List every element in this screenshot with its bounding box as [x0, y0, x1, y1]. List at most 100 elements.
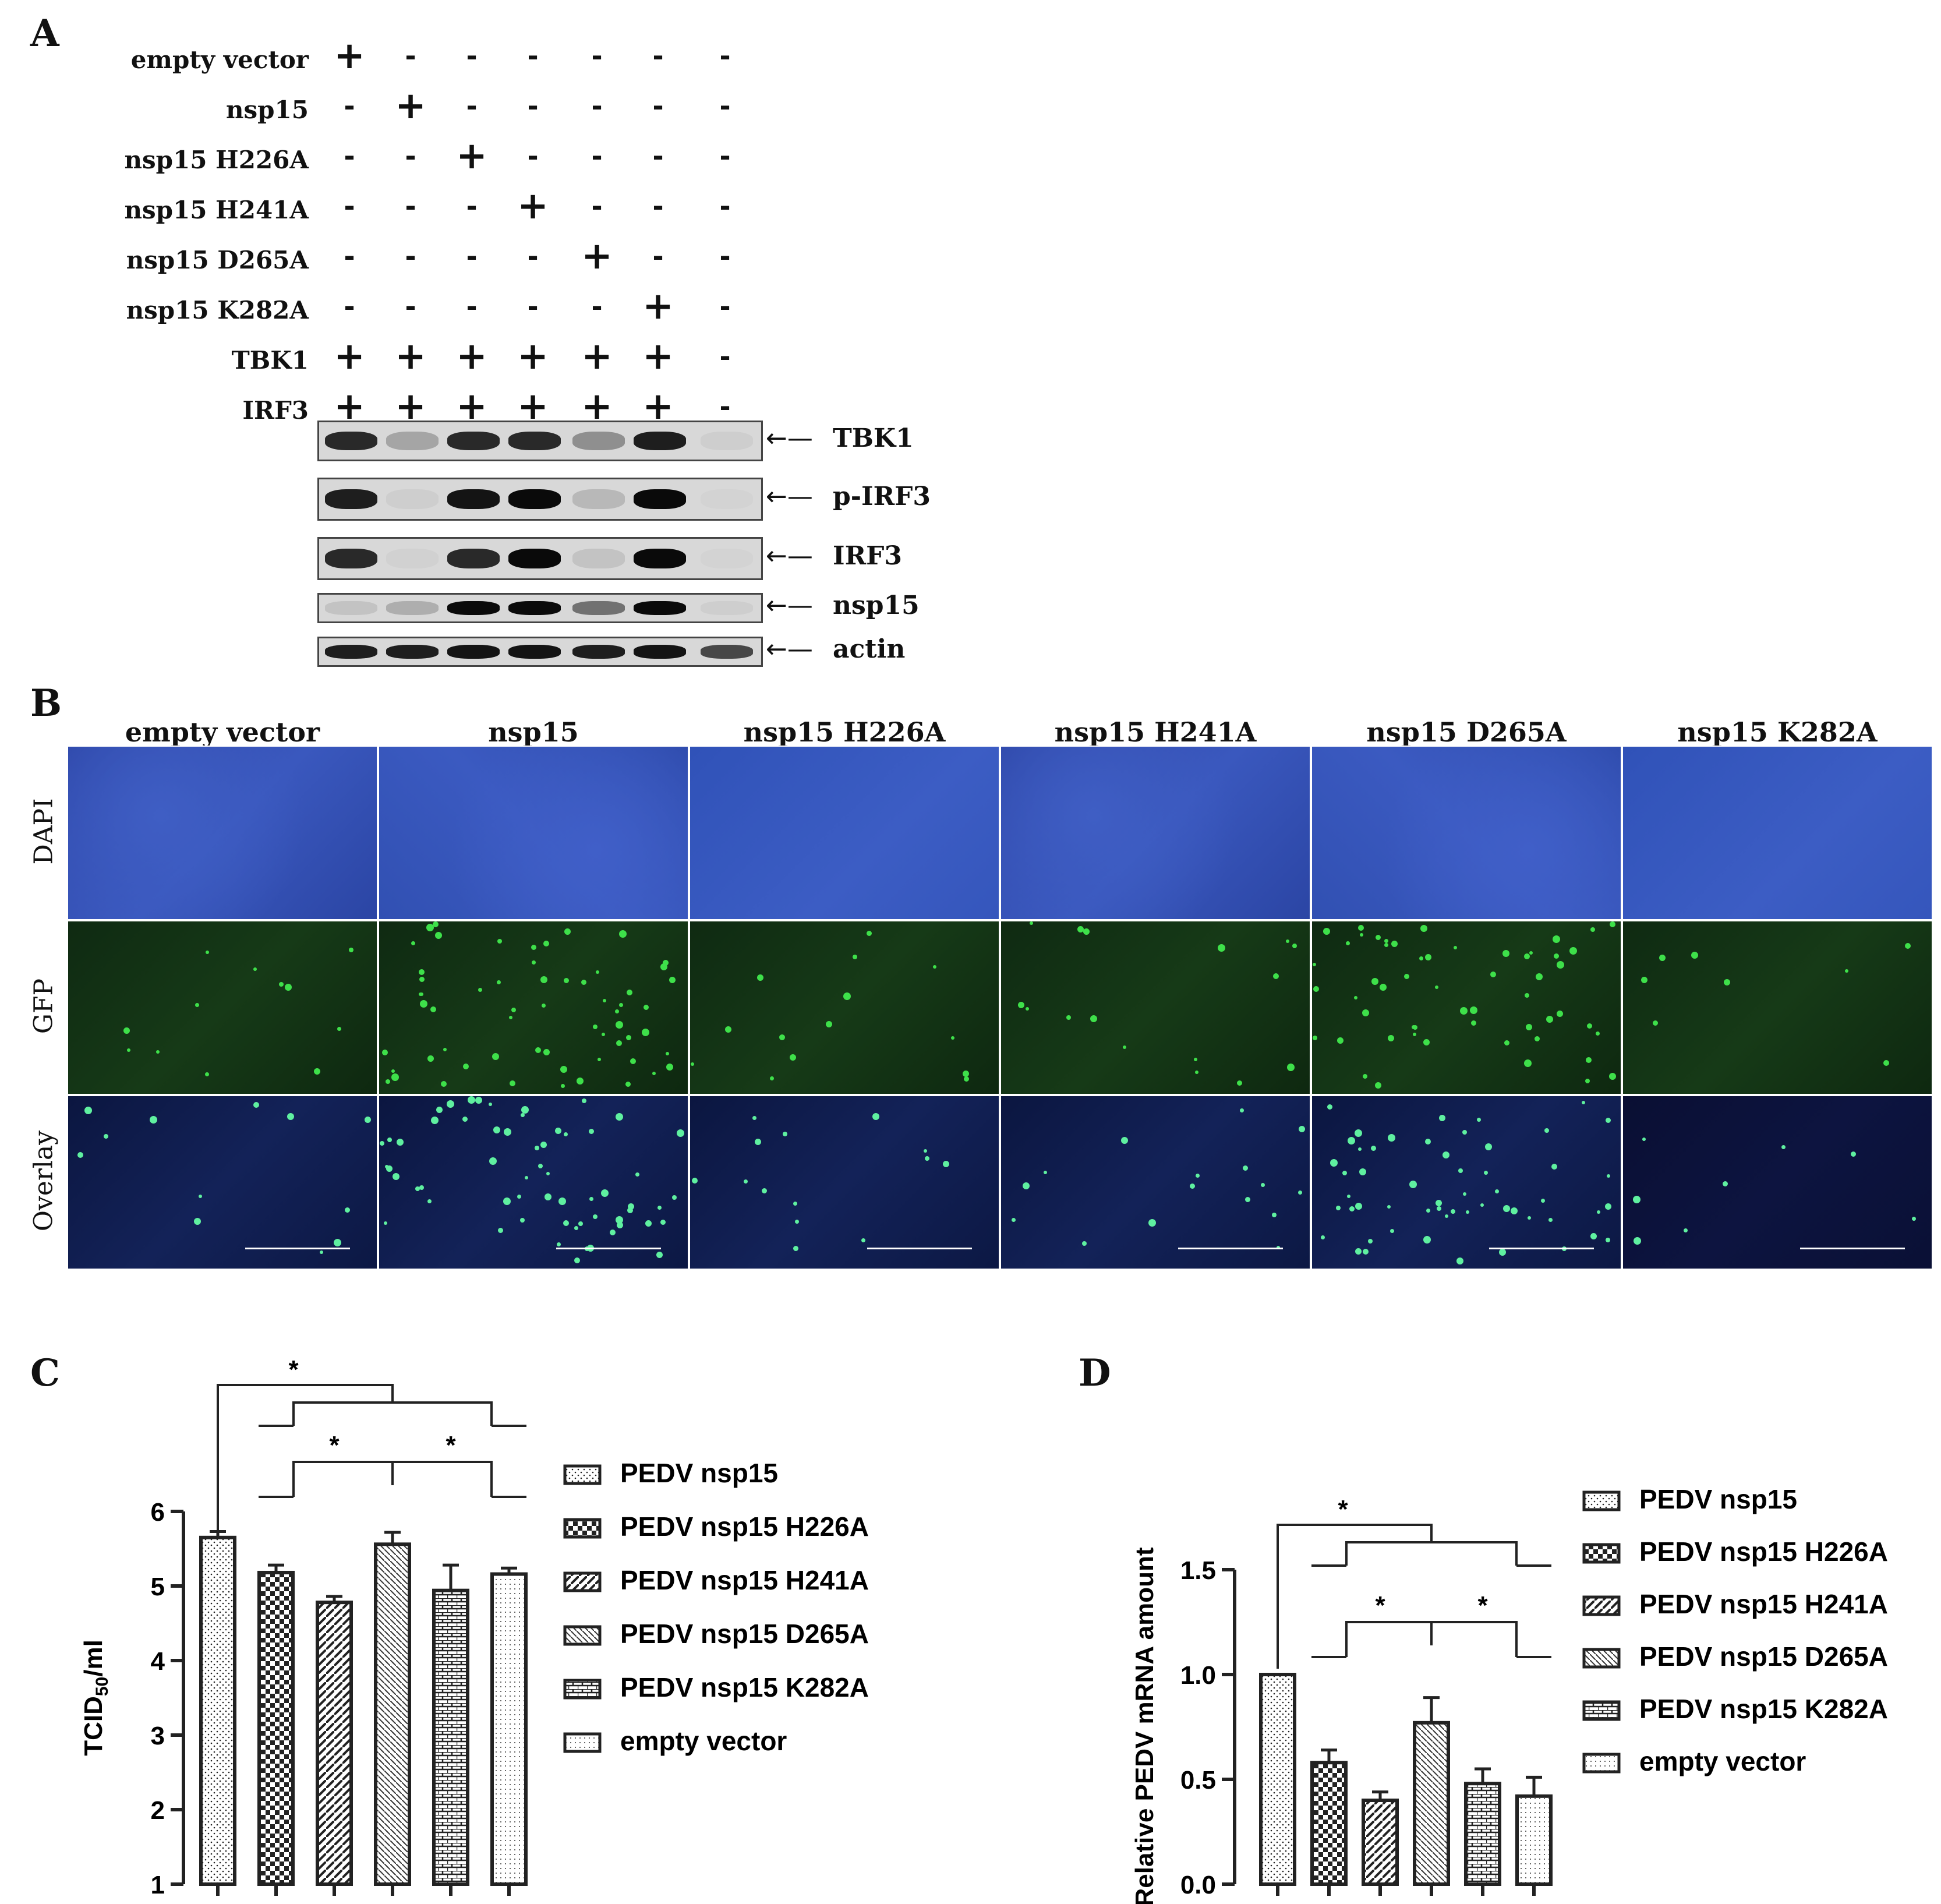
fluorescent-cell	[1528, 1216, 1531, 1220]
fluorescent-cell	[468, 1096, 475, 1104]
panel-a-letter: A	[30, 12, 59, 55]
significance-bracket	[1430, 1621, 1551, 1658]
fluorescent-cell	[520, 1218, 525, 1223]
fluorescent-cell	[253, 1102, 259, 1108]
fluorescent-cell	[463, 1064, 469, 1069]
minus-sign: -	[344, 190, 355, 222]
fluorescent-cell	[1313, 1036, 1317, 1040]
y-tick-label: 2	[151, 1796, 165, 1825]
fluorescent-cell	[1477, 1118, 1481, 1122]
microscopy-image	[378, 1095, 689, 1270]
microscopy-image	[67, 1095, 378, 1270]
fluorescent-cell	[1342, 1171, 1347, 1175]
fluorescent-cell	[430, 1006, 436, 1012]
fluorescent-cell	[1596, 1032, 1600, 1036]
fluorescent-cell	[426, 924, 434, 931]
legend-swatch	[1582, 1700, 1621, 1721]
tcid50-chart: 1 2 3 4 5 6 * * * TCID50/ml PEDV nsp15 PEDV nsp15 H…	[79, 1355, 869, 1899]
fluorescent-cell	[1633, 1196, 1641, 1203]
microscopy-row-label: DAPI	[29, 798, 59, 865]
fluorescent-cell	[757, 974, 763, 981]
fluorescent-cell	[1355, 1129, 1362, 1137]
microscopy-image	[1000, 920, 1311, 1095]
fluorescent-cell	[867, 931, 872, 936]
plus-sign: +	[642, 285, 674, 328]
significance-star: *	[1338, 1495, 1348, 1524]
y-tick-label: 5	[151, 1573, 165, 1601]
fluorescent-cell	[156, 1050, 160, 1054]
minus-sign: -	[527, 90, 539, 122]
microscopy-image	[1622, 746, 1933, 920]
fluorescent-cell	[492, 1053, 499, 1060]
blot-band	[447, 549, 500, 568]
fluorescent-cell	[964, 1076, 969, 1082]
fluorescent-cell	[1569, 947, 1577, 955]
fluorescent-cell	[1358, 925, 1364, 931]
minus-sign: -	[344, 241, 355, 272]
fluorescent-cell	[1371, 1146, 1376, 1151]
fluorescent-cell	[195, 1003, 199, 1007]
minus-sign: -	[466, 190, 478, 222]
fluorescent-cell	[1525, 993, 1529, 998]
fluorescent-cell	[558, 1197, 566, 1205]
fluorescent-cell	[199, 1195, 202, 1198]
fluorescent-cell	[1404, 974, 1409, 979]
fluorescent-cell	[123, 1027, 130, 1034]
blot-band	[447, 601, 500, 615]
microscopy-image	[689, 746, 1000, 920]
fluorescent-cell	[1535, 1036, 1540, 1041]
bar	[1413, 1721, 1450, 1886]
column-header: nsp15 H226A	[743, 716, 946, 748]
significance-bracket	[259, 1461, 394, 1498]
fluorescent-cell	[1190, 1184, 1195, 1189]
fluorescent-cell	[386, 1165, 393, 1172]
row-label: IRF3	[242, 396, 309, 425]
fluorescent-cell	[1905, 943, 1911, 949]
fluorescent-cell	[337, 1027, 341, 1031]
fluorescent-cell	[1023, 1182, 1030, 1189]
fluorescent-cell	[532, 960, 536, 965]
minus-sign: -	[719, 241, 731, 272]
fluorescent-cell	[538, 1164, 543, 1168]
fluorescent-cell	[1504, 1040, 1509, 1045]
bar	[1464, 1782, 1501, 1887]
scale-bar	[1178, 1248, 1283, 1249]
fluorescent-cell	[752, 1116, 756, 1120]
fluorescent-cell	[1684, 1228, 1688, 1232]
plus-sign: +	[395, 385, 426, 428]
bar	[490, 1572, 528, 1886]
fluorescent-cell	[853, 955, 857, 959]
fluorescent-cell	[1511, 1207, 1518, 1214]
microscopy-image	[378, 920, 689, 1095]
fluorescent-cell	[652, 1072, 656, 1075]
legend-swatch	[563, 1571, 602, 1592]
blot-strip	[317, 478, 763, 521]
fluorescent-cell	[1273, 973, 1279, 979]
fluorescent-cell	[1272, 1213, 1277, 1217]
arrow-left-icon: ←—	[766, 591, 813, 620]
fluorescent-cell	[597, 1058, 601, 1061]
fluorescent-cell	[253, 967, 257, 971]
row-label: empty vector	[130, 45, 309, 74]
blot-band	[572, 489, 625, 509]
fluorescent-cell	[1460, 1007, 1468, 1015]
fluorescent-cell	[497, 980, 501, 984]
minus-sign: -	[344, 291, 355, 322]
fluorescent-cell	[194, 1218, 201, 1225]
fluorescent-cell	[635, 1172, 639, 1177]
fluorescent-cell	[1851, 1151, 1856, 1157]
fluorescent-cell	[1413, 1033, 1416, 1036]
fluorescent-cell	[411, 941, 415, 945]
significance-bracket	[1311, 1541, 1551, 1567]
fluorescent-cell	[1375, 1082, 1381, 1089]
fluorescent-cell	[1360, 933, 1363, 937]
fluorescent-cell	[387, 1138, 392, 1142]
fluorescent-cell	[498, 1228, 503, 1233]
legend-swatch	[563, 1464, 602, 1485]
microscopy-row-label: Overlay	[29, 1130, 59, 1232]
y-tick-label: 1.0	[1180, 1661, 1216, 1690]
minus-sign: -	[405, 190, 416, 222]
fluorescent-cell	[1597, 1210, 1600, 1214]
plus-sign: +	[395, 335, 426, 378]
minus-sign: -	[466, 291, 478, 322]
